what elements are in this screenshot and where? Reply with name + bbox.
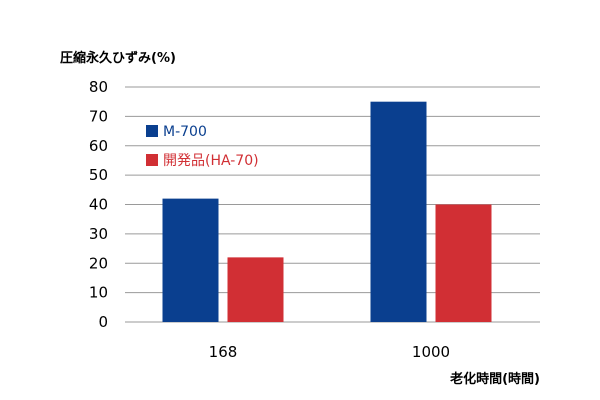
category-label-1000: 1000	[412, 343, 450, 361]
legend-swatch-ha70	[146, 154, 158, 166]
y-tick-label-40: 40	[89, 196, 108, 214]
y-tick-label-20: 20	[89, 254, 108, 272]
y-axis-label: 圧縮永久ひずみ(%)	[60, 50, 176, 66]
legend-swatch-m700	[146, 125, 158, 137]
y-tick-label-80: 80	[89, 78, 108, 96]
bar-1000-m700	[370, 101, 427, 322]
y-tick-label-30: 30	[89, 225, 108, 243]
y-tick-label-50: 50	[89, 166, 108, 184]
y-tick-label-10: 10	[89, 284, 108, 302]
y-tick-labels: 0 10 20 30 40 50 60 70 80	[89, 78, 108, 331]
bar-168-m700	[162, 198, 219, 322]
y-tick-label-0: 0	[98, 313, 108, 331]
category-label-168: 168	[209, 343, 238, 361]
legend-label-ha70: 開発品(HA-70)	[163, 153, 259, 169]
legend: M-700 開発品(HA-70)	[146, 124, 259, 169]
bars	[162, 101, 492, 322]
y-tick-label-60: 60	[89, 137, 108, 155]
bar-1000-ha70	[435, 204, 492, 322]
x-axis-label: 老化時間(時間)	[449, 371, 540, 387]
y-tick-label-70: 70	[89, 107, 108, 125]
bar-168-ha70	[227, 257, 284, 322]
legend-label-m700: M-700	[163, 124, 207, 140]
category-labels: 168 1000	[209, 343, 450, 361]
